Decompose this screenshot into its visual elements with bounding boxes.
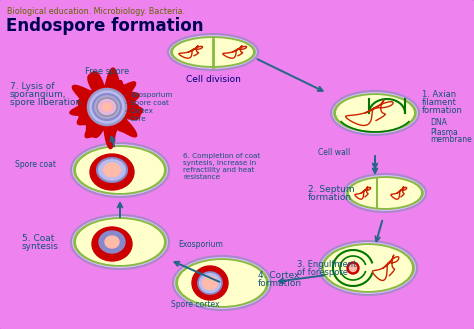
Ellipse shape bbox=[105, 236, 119, 248]
Text: sporangium,: sporangium, bbox=[10, 90, 66, 99]
Ellipse shape bbox=[349, 265, 356, 271]
Text: formation: formation bbox=[258, 279, 302, 288]
Text: Spore cortex: Spore cortex bbox=[171, 300, 219, 309]
Ellipse shape bbox=[88, 89, 126, 125]
Ellipse shape bbox=[322, 244, 414, 292]
Ellipse shape bbox=[168, 34, 258, 70]
Ellipse shape bbox=[97, 158, 127, 182]
Text: Spore coat: Spore coat bbox=[130, 100, 169, 106]
Text: Free spore: Free spore bbox=[85, 67, 129, 76]
Text: Exosporium: Exosporium bbox=[130, 92, 173, 98]
Text: formation: formation bbox=[308, 193, 352, 202]
Ellipse shape bbox=[99, 231, 125, 253]
Ellipse shape bbox=[74, 146, 166, 194]
Ellipse shape bbox=[178, 260, 266, 306]
Ellipse shape bbox=[347, 177, 423, 209]
Ellipse shape bbox=[319, 241, 417, 295]
Ellipse shape bbox=[192, 266, 228, 300]
Ellipse shape bbox=[71, 143, 169, 197]
Text: 7. Lysis of: 7. Lysis of bbox=[10, 82, 55, 91]
Ellipse shape bbox=[76, 219, 164, 265]
Text: 5. Coat: 5. Coat bbox=[22, 234, 55, 243]
Ellipse shape bbox=[349, 178, 421, 208]
Ellipse shape bbox=[202, 276, 218, 290]
Text: formation: formation bbox=[422, 106, 463, 115]
Text: Core: Core bbox=[130, 116, 147, 122]
Ellipse shape bbox=[171, 37, 255, 67]
Ellipse shape bbox=[347, 262, 359, 274]
Ellipse shape bbox=[336, 95, 414, 131]
Ellipse shape bbox=[173, 256, 271, 310]
Text: 2. Septum: 2. Septum bbox=[308, 185, 355, 194]
Ellipse shape bbox=[324, 245, 412, 291]
Ellipse shape bbox=[92, 227, 132, 261]
Ellipse shape bbox=[173, 38, 253, 66]
Ellipse shape bbox=[334, 94, 416, 132]
Text: 3. Engulfment: 3. Engulfment bbox=[297, 260, 356, 269]
Ellipse shape bbox=[101, 102, 113, 112]
Text: spore liberation: spore liberation bbox=[10, 98, 81, 107]
Text: 1. Axian: 1. Axian bbox=[422, 90, 456, 99]
Ellipse shape bbox=[97, 98, 117, 116]
Ellipse shape bbox=[74, 218, 166, 266]
Text: refractility and heat: refractility and heat bbox=[183, 167, 255, 173]
Polygon shape bbox=[70, 68, 143, 149]
Text: Biological education. Microbiology. Bacteria.: Biological education. Microbiology. Bact… bbox=[7, 7, 185, 16]
Ellipse shape bbox=[344, 174, 426, 212]
Ellipse shape bbox=[331, 91, 419, 135]
Text: Plasma: Plasma bbox=[430, 128, 458, 137]
Ellipse shape bbox=[71, 215, 169, 269]
Ellipse shape bbox=[198, 272, 222, 294]
Text: 4. Cortex: 4. Cortex bbox=[258, 271, 300, 280]
Text: syntesis: syntesis bbox=[22, 242, 59, 251]
Ellipse shape bbox=[93, 94, 121, 120]
Text: Cell division: Cell division bbox=[185, 75, 240, 84]
Text: Cell wall: Cell wall bbox=[318, 148, 350, 157]
Text: 6. Completion of coat: 6. Completion of coat bbox=[183, 153, 260, 159]
Text: Endospore formation: Endospore formation bbox=[6, 17, 203, 35]
Ellipse shape bbox=[103, 163, 120, 177]
Text: Exosporium: Exosporium bbox=[178, 240, 223, 249]
Text: syntesis, increase in: syntesis, increase in bbox=[183, 160, 256, 166]
Text: Spore coat: Spore coat bbox=[15, 160, 56, 169]
Text: Cortex: Cortex bbox=[130, 108, 154, 114]
Ellipse shape bbox=[90, 154, 134, 190]
Ellipse shape bbox=[176, 259, 268, 307]
Text: DNA: DNA bbox=[430, 118, 447, 127]
Ellipse shape bbox=[76, 147, 164, 193]
Text: membrane: membrane bbox=[430, 135, 472, 144]
Text: resistance: resistance bbox=[183, 174, 220, 180]
Text: of forespore: of forespore bbox=[297, 268, 348, 277]
Text: filament: filament bbox=[422, 98, 457, 107]
